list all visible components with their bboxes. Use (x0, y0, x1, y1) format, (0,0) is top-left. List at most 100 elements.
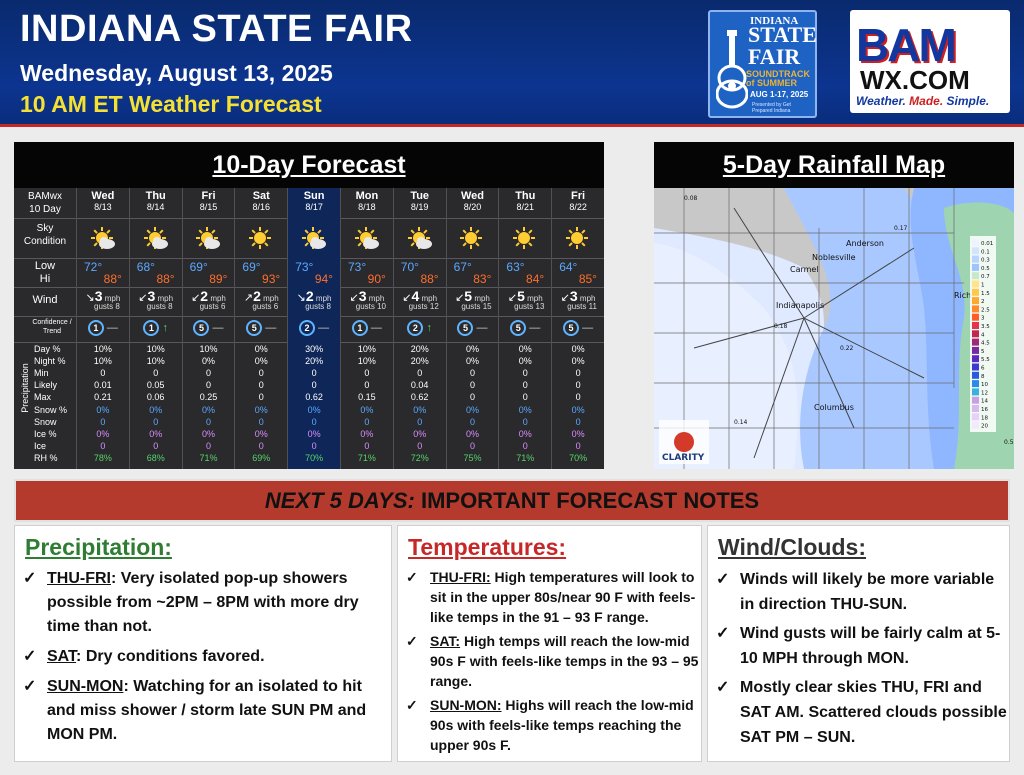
wind-gusts: gusts 8 (94, 302, 120, 311)
temperature-notes-title: Temperatures: (408, 534, 567, 560)
note-item: ✓ Winds will likely be more variable in d… (716, 567, 1009, 617)
high-temp: 84° (526, 272, 545, 286)
wind-gusts: gusts 8 (305, 302, 331, 311)
sun-icon (235, 227, 287, 256)
wind-cell: ↙3 mph (552, 288, 604, 306)
precip-value: 69% (252, 452, 271, 463)
map-legend-swatch (972, 288, 979, 296)
map-legend-swatch (972, 239, 979, 246)
wind-speed: 3 (358, 288, 367, 304)
note-lead: SAT: (430, 633, 461, 649)
map-legend-swatch (972, 305, 979, 313)
wind-unit: mph (419, 294, 438, 303)
rainfall-map: Anderson Noblesville Carmel Indianapolis Col… (654, 188, 1014, 469)
partly-cloudy-icon (394, 227, 446, 256)
low-temp: 70° (400, 260, 419, 274)
low-temp: 67° (453, 260, 472, 274)
map-legend-label: 0.3 (981, 258, 990, 264)
map-legend-label: 12 (981, 390, 988, 396)
precip-value: 10% (357, 356, 376, 367)
day-date: 8/15 (199, 202, 218, 212)
precip-row-label: Night % (34, 356, 66, 367)
precip-row-label: RH % (34, 452, 58, 463)
day-header: Thu 8/21 (499, 190, 551, 212)
confidence-cell: 1 — (77, 319, 129, 337)
precip-value: 0.15 (358, 392, 376, 403)
map-legend-swatch (972, 330, 979, 338)
fair-logo-tagline: SOUNDTRACK of SUMMER (746, 69, 810, 88)
precip-value: 0 (258, 368, 264, 379)
precip-value: 0 (311, 416, 317, 427)
day-name: Wed (460, 190, 484, 202)
checkmark-icon: ✓ (716, 679, 730, 696)
partly-cloudy-icon (77, 227, 129, 256)
map-legend-label: 2 (981, 299, 985, 305)
confidence-cell: 1 ↑ (130, 319, 182, 337)
wind-direction-icon: ↙ (455, 292, 465, 304)
day-name: Wed (91, 190, 115, 202)
day-date: 8/20 (463, 202, 482, 212)
map-legend-label: 8 (981, 374, 985, 380)
note-item: ✓ Wind gusts will be fairly calm at 5-10 … (716, 621, 1009, 671)
high-temp: 94° (314, 272, 333, 286)
header-banner: INDIANA STATE FAIR Wednesday, August 13,… (0, 0, 1024, 127)
confidence-ring: 5 (193, 319, 210, 336)
day-date: 8/16 (252, 202, 271, 212)
high-temp: 85° (578, 272, 597, 286)
wind-gusts: gusts 10 (355, 302, 387, 311)
precip-value: 0% (571, 356, 585, 367)
precip-value: 0% (571, 344, 585, 354)
precip-value: 0 (100, 368, 106, 379)
map-legend-label: 5 (981, 349, 985, 355)
wind-direction-icon: ↘ (296, 292, 306, 304)
confidence-row-label: Confidence / Trend (32, 319, 72, 335)
day-date: 8/19 (410, 202, 429, 212)
precip-value: 0 (469, 392, 475, 403)
table-corner-label: BAMwx 10 Day (28, 191, 62, 215)
note-lead: SUN-MON: (430, 697, 502, 713)
high-temp: 93° (262, 272, 281, 286)
precip-row-label: Max (34, 392, 52, 403)
wind-speed: 2 (305, 288, 314, 304)
high-temp: 88° (156, 272, 175, 286)
high-temp: 90° (367, 272, 386, 286)
wind-gusts: gusts 6 (252, 302, 279, 311)
precip-row-label: Snow (34, 416, 57, 427)
precip-value: 70% (569, 452, 588, 463)
map-rain-value: 0.17 (894, 225, 908, 232)
day-name: Sat (252, 190, 270, 202)
state-fair-logo: INDIANA STATE FAIR SOUNDTRACK of SUMMER … (708, 10, 817, 118)
precipitation-notes-list: ✓ THU-FRI: Very isolated pop-up showers p… (23, 567, 391, 747)
precip-value: 0% (360, 428, 374, 439)
map-legend-label: 2.5 (981, 307, 990, 313)
map-legend-swatch (972, 371, 979, 379)
map-legend-label: 1.5 (981, 291, 990, 297)
fair-logo-line2: STATE (748, 22, 817, 47)
forecast-date: Wednesday, August 13, 2025 (20, 60, 333, 86)
map-legend-swatch (972, 255, 979, 263)
wind-cell: ↘3 mph (77, 288, 129, 306)
map-legend-label: 14 (981, 399, 988, 405)
precip-value: 0% (465, 404, 479, 415)
precip-value: 0 (205, 440, 211, 451)
map-panel-title: 5-Day Rainfall Map (654, 142, 1014, 188)
day-header: Fri 8/22 (552, 190, 604, 212)
wind-direction-icon: ↙ (138, 292, 148, 304)
wind-gusts: gusts 11 (567, 302, 597, 311)
precip-value: 0% (254, 404, 268, 415)
precip-value: 0% (96, 428, 110, 439)
precip-value: 71% (199, 452, 218, 463)
precip-value: 0 (258, 392, 264, 403)
precip-value: 71% (357, 452, 376, 463)
precip-value: 0 (311, 440, 317, 451)
map-legend-swatch (972, 272, 979, 280)
highways (693, 207, 925, 459)
precip-value: 0% (360, 404, 374, 415)
partly-cloudy-icon (183, 227, 235, 256)
note-item: ✓ SUN-MON: Watching for an isolated to hi… (23, 675, 391, 747)
precip-value: 0.62 (410, 392, 429, 403)
checkmark-icon: ✓ (23, 678, 37, 695)
